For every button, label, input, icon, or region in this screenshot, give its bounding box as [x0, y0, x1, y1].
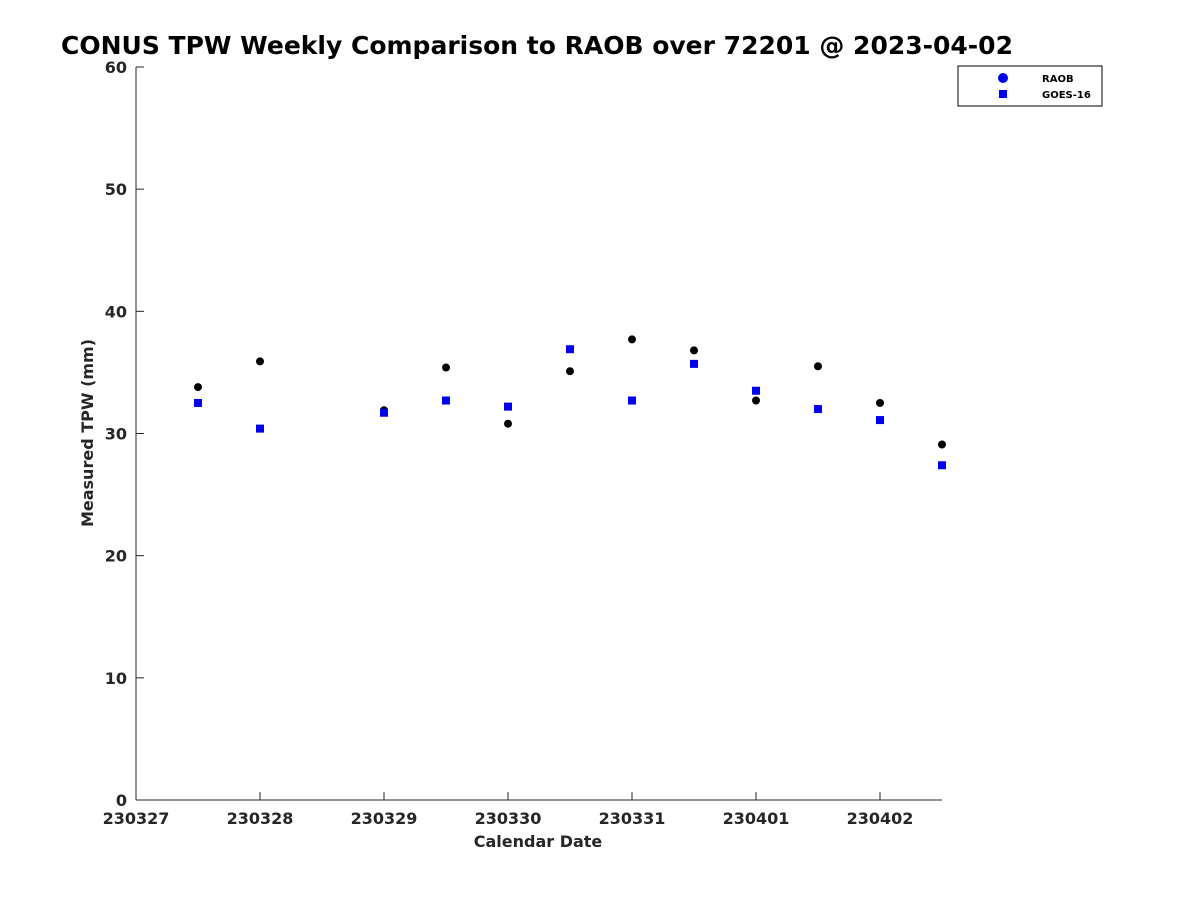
data-point: [752, 386, 760, 395]
y-tick-label: 60: [105, 58, 127, 77]
legend: RAOB GOES-16: [957, 65, 1103, 107]
y-tick-label: 20: [105, 547, 127, 566]
y-axis-label: Measured TPW (mm): [78, 339, 97, 527]
data-point: [876, 416, 884, 425]
x-axis-label: Calendar Date: [474, 832, 603, 851]
data-point: [256, 424, 264, 433]
data-point: [256, 357, 264, 366]
x-tick-label: 230331: [599, 809, 666, 828]
data-point: [814, 405, 822, 414]
data-point: [628, 396, 636, 405]
y-tick-label: 40: [105, 302, 127, 321]
data-point: [876, 398, 884, 407]
data-point: [690, 359, 698, 368]
data-point: [938, 440, 946, 449]
x-tick-label: 230330: [475, 809, 542, 828]
data-point: [566, 345, 574, 354]
x-tick-label: 230402: [847, 809, 914, 828]
axes: 0 10 20 30 40 50 60 230327 230328 230329 230330 230…: [103, 58, 942, 828]
x-tick-label: 230327: [103, 809, 170, 828]
y-tick-label: 0: [116, 791, 127, 810]
data-points: [194, 335, 946, 470]
data-point: [194, 398, 202, 407]
y-tick-label: 50: [105, 180, 127, 199]
legend-marker: [998, 73, 1008, 83]
x-tick-label: 230328: [227, 809, 294, 828]
y-tick-label: 30: [105, 425, 127, 444]
data-point: [628, 335, 636, 344]
legend-label: RAOB: [1042, 74, 1074, 85]
data-point: [194, 383, 202, 392]
legend-entry: RAOB: [998, 73, 1074, 85]
data-point: [566, 367, 574, 376]
y-tick-label: 10: [105, 669, 127, 688]
x-tick-label: 230401: [723, 809, 790, 828]
data-point: [442, 363, 450, 372]
series-raob: [194, 335, 946, 449]
data-point: [442, 396, 450, 405]
chart-title: CONUS TPW Weekly Comparison to RAOB over…: [61, 31, 1013, 60]
data-point: [938, 461, 946, 470]
data-point: [690, 346, 698, 355]
legend-entry: GOES-16: [999, 90, 1091, 101]
data-point: [814, 362, 822, 371]
series-goes-16: [194, 345, 946, 470]
legend-marker: [999, 90, 1007, 98]
legend-box: [957, 65, 1103, 107]
data-point: [504, 402, 512, 411]
data-point: [504, 419, 512, 428]
x-tick-label: 230329: [351, 809, 418, 828]
data-point: [380, 408, 388, 417]
legend-label: GOES-16: [1042, 90, 1091, 101]
data-point: [752, 396, 760, 405]
